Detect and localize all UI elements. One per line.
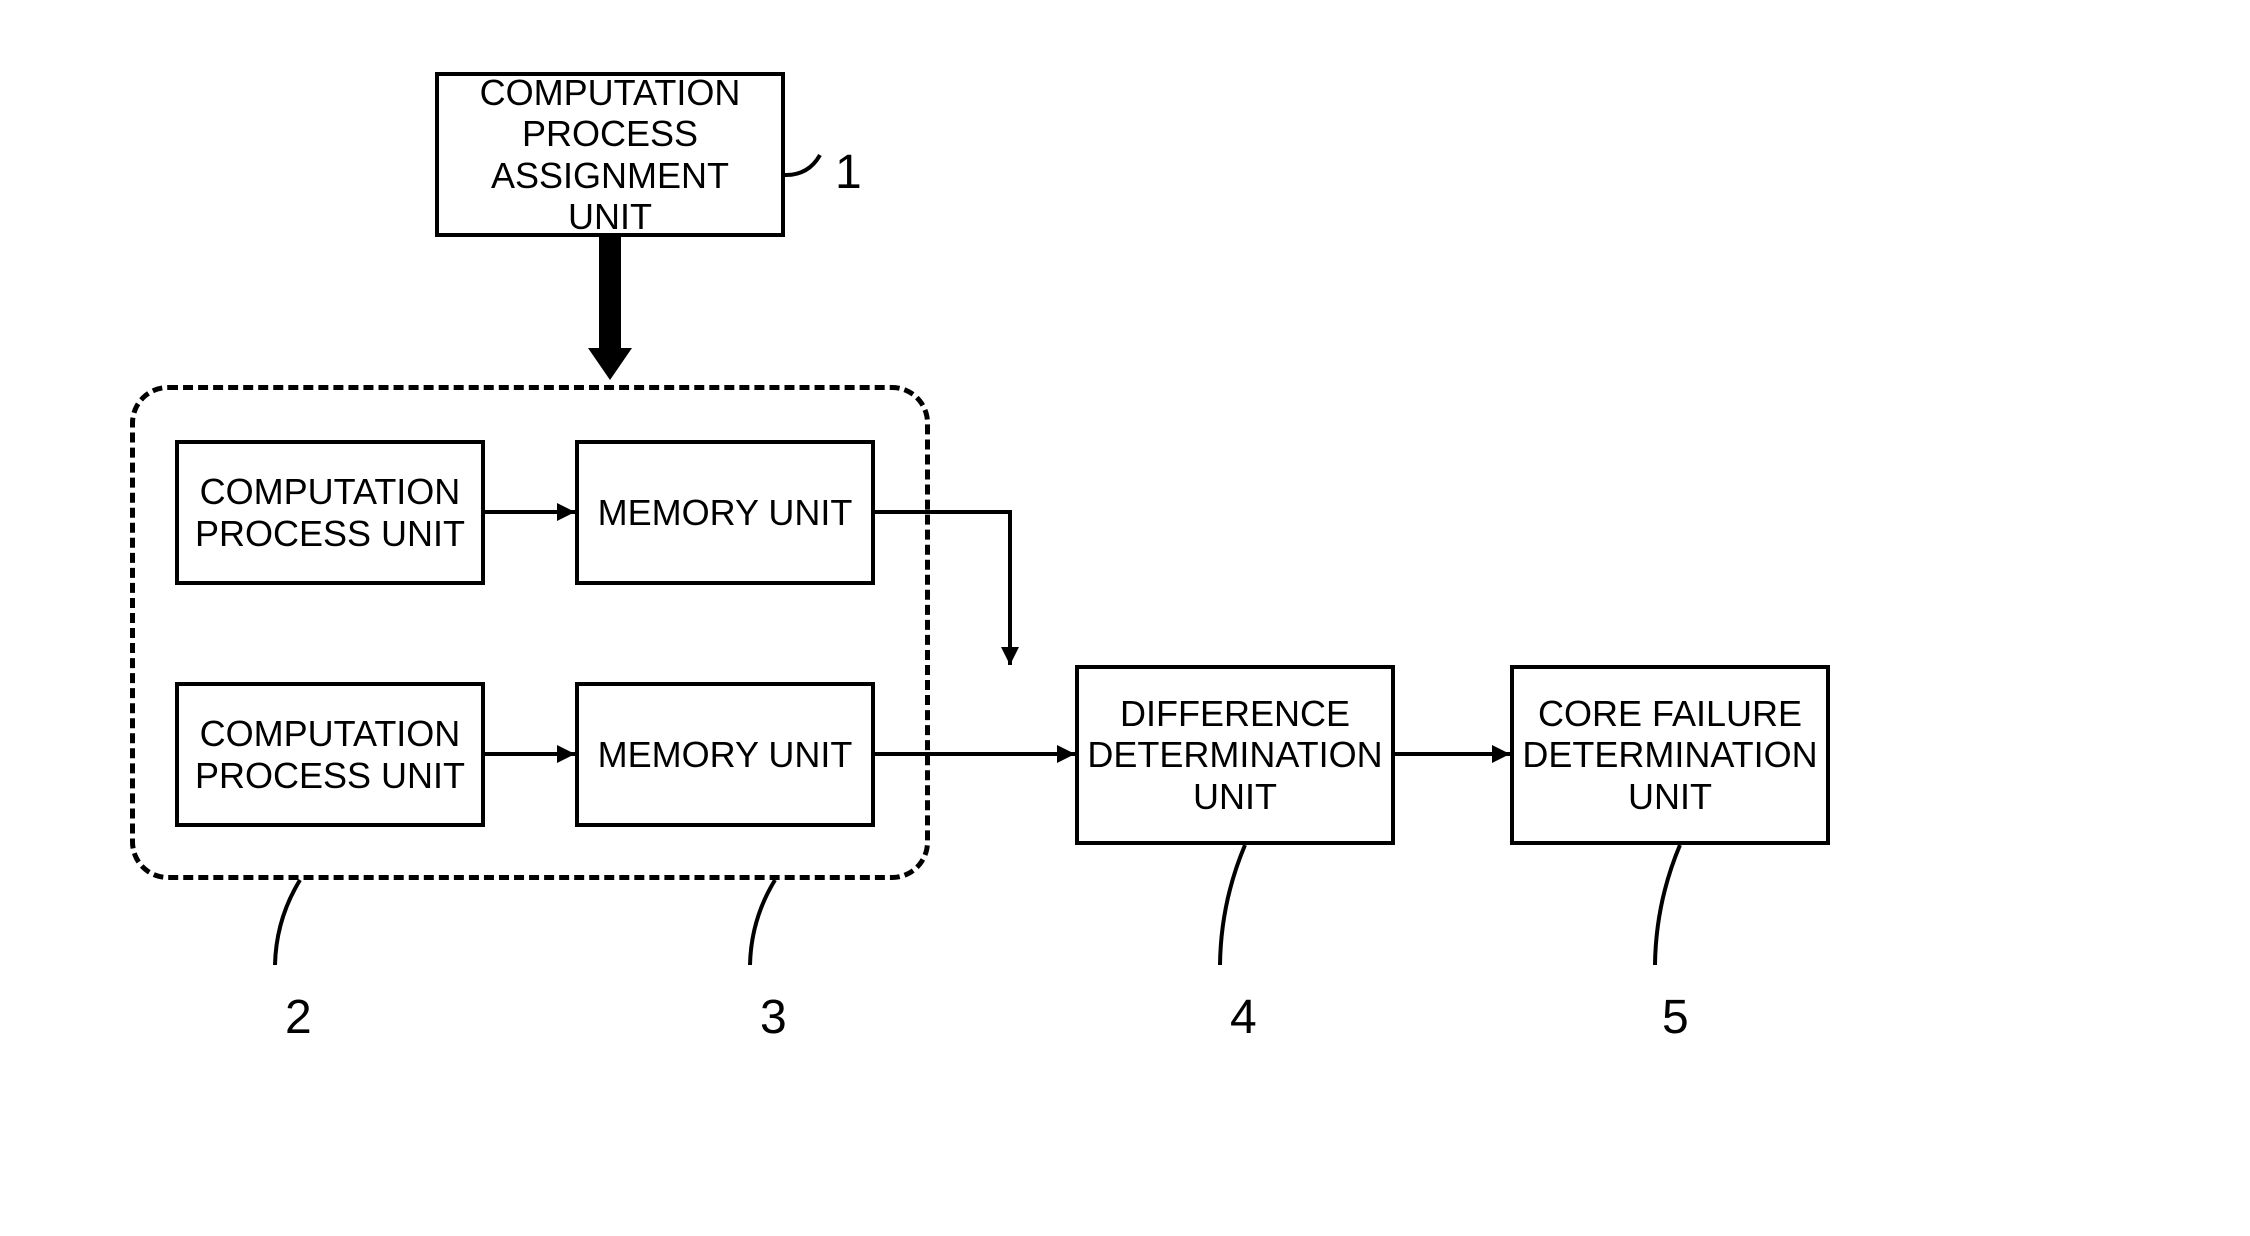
diff-label: DIFFERENCEDETERMINATIONUNIT (1087, 693, 1382, 817)
computation-process-unit-2-box: COMPUTATIONPROCESS UNIT (175, 682, 485, 827)
tick-5 (1655, 845, 1680, 965)
mem2-label: MEMORY UNIT (598, 734, 853, 775)
mem1-label: MEMORY UNIT (598, 492, 853, 533)
ref-label-4: 4 (1230, 990, 1257, 1045)
assign-to-group-head (588, 348, 632, 380)
difference-determination-unit-box: DIFFERENCEDETERMINATIONUNIT (1075, 665, 1395, 845)
memory-unit-1-box: MEMORY UNIT (575, 440, 875, 585)
tick-3 (750, 880, 775, 965)
ref-label-1: 1 (835, 145, 862, 200)
memory-unit-2-box: MEMORY UNIT (575, 682, 875, 827)
cpu2-label: COMPUTATIONPROCESS UNIT (195, 713, 465, 796)
tick-2 (275, 880, 300, 965)
ref-label-5: 5 (1662, 990, 1689, 1045)
mem1-to-diff-head (1001, 647, 1019, 665)
tick-4 (1220, 845, 1245, 965)
cpu1-label: COMPUTATIONPROCESS UNIT (195, 471, 465, 554)
ref-label-2: 2 (285, 990, 312, 1045)
computation-process-unit-1-box: COMPUTATIONPROCESS UNIT (175, 440, 485, 585)
assign-to-group-shaft (599, 237, 621, 348)
ref-label-3: 3 (760, 990, 787, 1045)
mem2-to-diff-head (1057, 745, 1075, 763)
assignment-unit-label: COMPUTATIONPROCESSASSIGNMENT UNIT (453, 72, 767, 238)
assignment-unit-box: COMPUTATIONPROCESSASSIGNMENT UNIT (435, 72, 785, 237)
core-failure-determination-unit-box: CORE FAILUREDETERMINATIONUNIT (1510, 665, 1830, 845)
diff-to-corefail-head (1492, 745, 1510, 763)
tick-1 (785, 155, 820, 175)
corefail-label: CORE FAILUREDETERMINATIONUNIT (1522, 693, 1817, 817)
